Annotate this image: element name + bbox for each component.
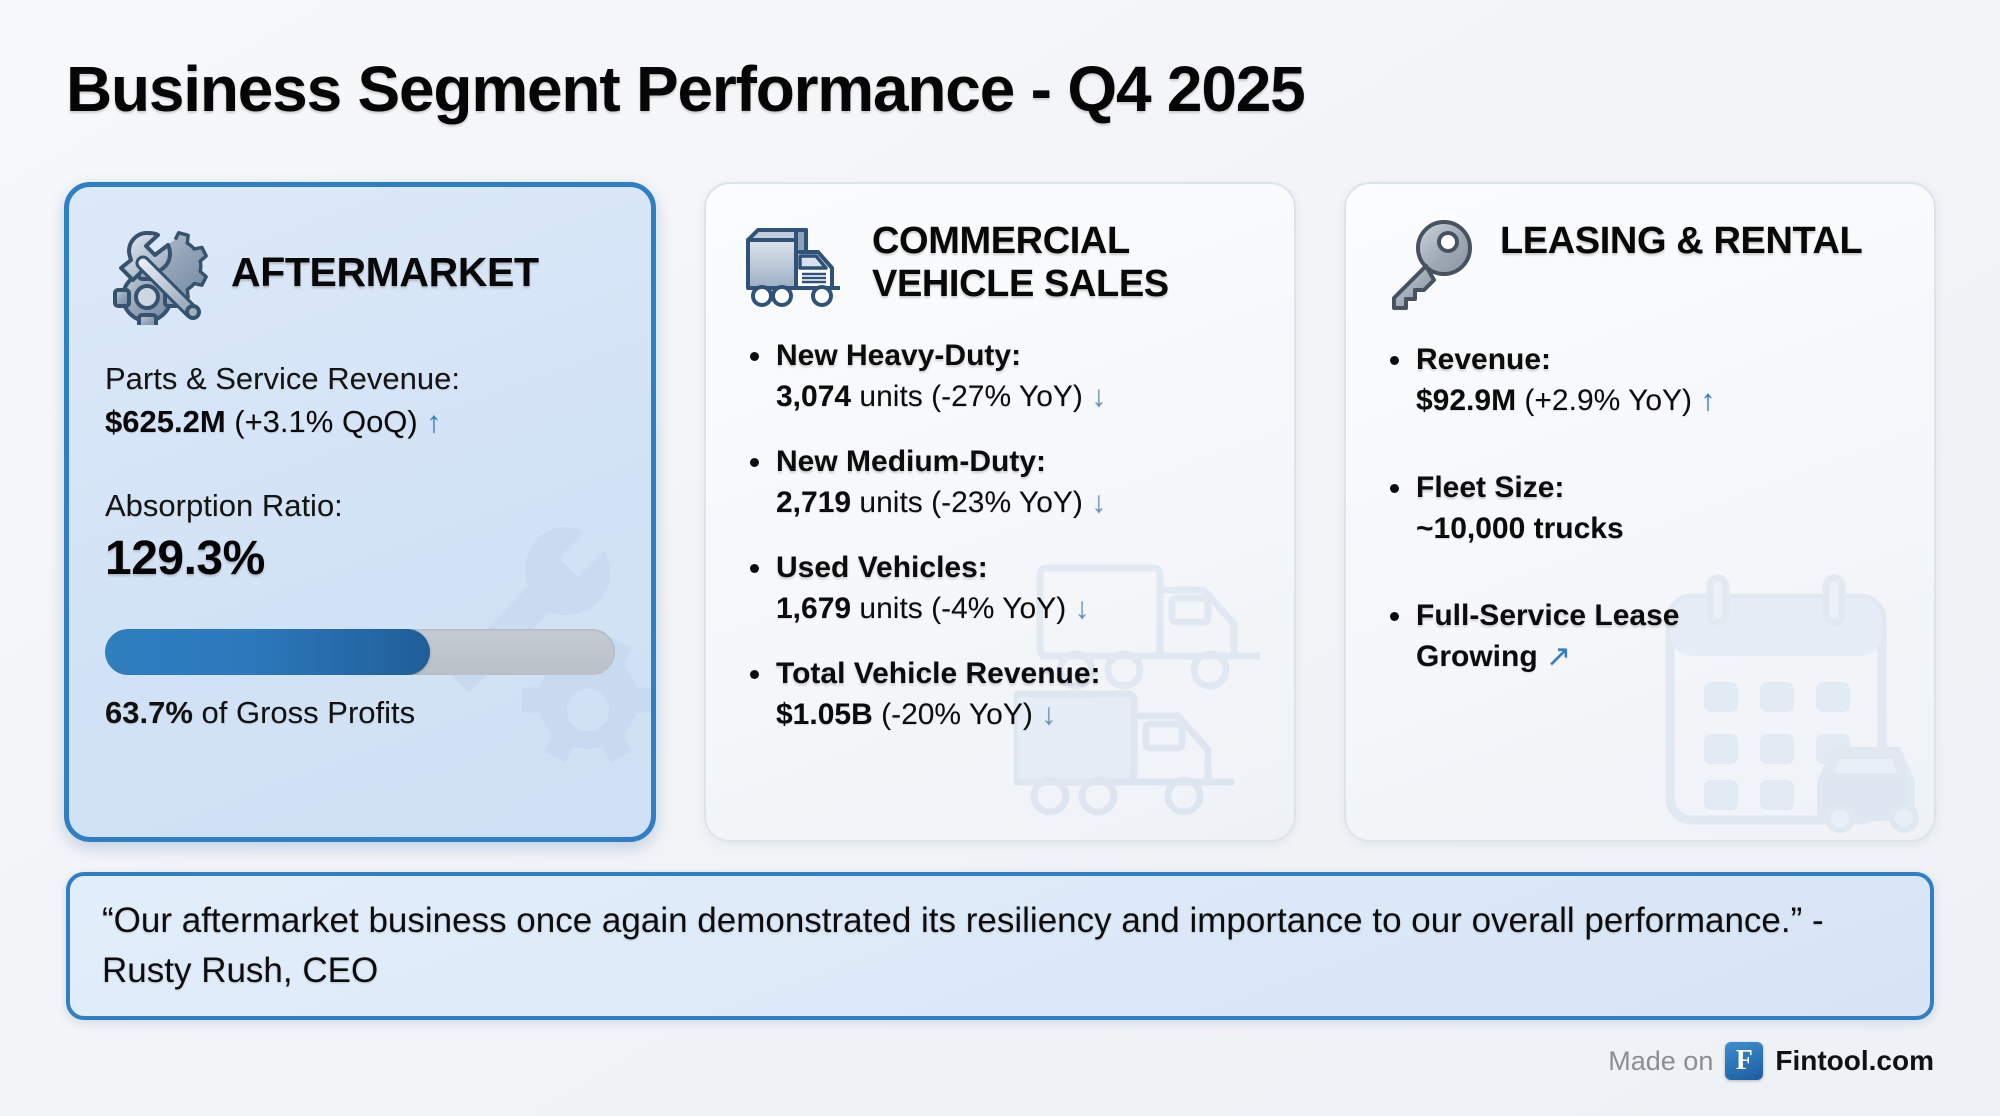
bullet-value: $1.05B (776, 698, 873, 731)
progress-percent: 63.7% (105, 695, 193, 731)
list-item: Revenue: $92.9M (+2.9% YoY) ↑ (1382, 340, 1898, 420)
metric-value: $625.2M (+3.1% QoQ) ↑ (105, 402, 615, 442)
gross-profit-progress: 63.7% of Gross Profits (105, 629, 615, 731)
bullet-detail: 2,719 units (-23% YoY) ↓ (776, 483, 1258, 522)
list-item: Total Vehicle Revenue: $1.05B (-20% YoY)… (742, 654, 1258, 734)
bullet-detail: ~10,000 trucks (1416, 509, 1898, 548)
ceo-quote-banner: “Our aftermarket business once again dem… (66, 872, 1934, 1020)
trending-up-icon: ↗ (1546, 640, 1572, 673)
progress-caption-text: of Gross Profits (192, 695, 416, 731)
segment-cards-row: AFTERMARKET Parts & Service Revenue: $62… (64, 182, 1936, 842)
bullet-term: Used Vehicles: (776, 551, 988, 584)
bullet-change: units (-27% YoY) (851, 380, 1083, 413)
ceo-quote-text: “Our aftermarket business once again dem… (102, 901, 1824, 990)
card-header-commercial-vehicle-sales: COMMERCIAL VEHICLE SALES (742, 218, 1258, 310)
metric-value-change: (+3.1% QoQ) (225, 403, 418, 439)
card-header-aftermarket: AFTERMARKET (105, 221, 615, 331)
bullet-change: units (-4% YoY) (851, 592, 1067, 625)
arrow-down-icon: ↓ (1091, 380, 1107, 413)
bullet-term: Revenue: (1416, 343, 1552, 376)
card-leasing-rental: LEASING & RENTAL Revenue: $92.9M (+2.9% … (1344, 182, 1936, 842)
metric-label: Absorption Ratio: (105, 487, 343, 523)
progress-track (105, 629, 615, 676)
arrow-up-icon: ↑ (426, 405, 442, 439)
metric-big-value: 129.3% (105, 531, 265, 585)
bullet-value: ~10,000 trucks (1416, 512, 1624, 545)
bullet-detail: $1.05B (-20% YoY) ↓ (776, 695, 1258, 734)
card-commercial-vehicle-sales: COMMERCIAL VEHICLE SALES New Heavy-Duty:… (704, 182, 1296, 842)
list-item: Full-Service Lease Growing ↗ (1382, 596, 1898, 676)
list-item: Fleet Size: ~10,000 trucks (1382, 468, 1898, 548)
bullet-change: units (-23% YoY) (851, 486, 1083, 519)
bullet-change: (+2.9% YoY) (1516, 384, 1693, 417)
bullet-value: $92.9M (1416, 384, 1517, 417)
arrow-down-icon: ↓ (1041, 698, 1057, 731)
bullet-value: 3,074 (776, 380, 852, 413)
card-aftermarket: AFTERMARKET Parts & Service Revenue: $62… (64, 182, 656, 842)
wrench-gear-icon (105, 221, 209, 331)
arrow-down-icon: ↓ (1091, 486, 1107, 519)
bullet-list-commercial-vehicle-sales: New Heavy-Duty: 3,074 units (-27% YoY) ↓… (742, 336, 1258, 734)
list-item: New Medium-Duty: 2,719 units (-23% YoY) … (742, 442, 1258, 522)
bullet-list-leasing-rental: Revenue: $92.9M (+2.9% YoY) ↑ Fleet Size… (1382, 340, 1898, 676)
bullet-term: Total Vehicle Revenue: (776, 657, 1101, 690)
fintool-logo-icon: F (1725, 1042, 1764, 1080)
key-icon (1382, 218, 1478, 314)
bullet-term: New Heavy-Duty: (776, 339, 1022, 372)
metric-label: Parts & Service Revenue: (105, 361, 460, 396)
footer-brand-name[interactable]: Fintool.com (1775, 1045, 1934, 1076)
metric-absorption-ratio: Absorption Ratio: 129.3% (105, 486, 615, 587)
bullet-value: 1,679 (776, 592, 852, 625)
list-item: Used Vehicles: 1,679 units (-4% YoY) ↓ (742, 548, 1258, 628)
bullet-term: New Medium-Duty: (776, 445, 1046, 478)
card-title-leasing-rental: LEASING & RENTAL (1500, 220, 1863, 262)
bullet-detail: 1,679 units (-4% YoY) ↓ (776, 589, 1258, 628)
card-title-commercial-vehicle-sales: COMMERCIAL VEHICLE SALES (872, 220, 1169, 305)
bullet-detail: $92.9M (+2.9% YoY) ↑ (1416, 381, 1898, 420)
page-title: Business Segment Performance - Q4 2025 (66, 53, 1306, 125)
arrow-up-icon: ↑ (1700, 384, 1716, 417)
bullet-term: Fleet Size: (1416, 471, 1565, 504)
bullet-term: Full-Service Lease (1416, 599, 1680, 632)
box-truck-icon (742, 218, 850, 310)
progress-caption: 63.7% of Gross Profits (105, 695, 615, 731)
card-header-leasing-rental: LEASING & RENTAL (1382, 218, 1898, 314)
bullet-detail: Growing ↗ (1416, 637, 1898, 676)
metric-parts-service-revenue: Parts & Service Revenue: $625.2M (+3.1% … (105, 359, 615, 442)
footer-made-on-label: Made on (1608, 1045, 1714, 1076)
footer-branding: Made on F Fintool.com (1608, 1042, 1934, 1080)
progress-fill (105, 629, 430, 676)
bullet-value: Growing (1416, 640, 1538, 673)
arrow-down-icon: ↓ (1074, 592, 1090, 625)
bullet-change: (-20% YoY) (872, 698, 1033, 731)
bullet-value: 2,719 (776, 486, 852, 519)
metric-value-number: $625.2M (105, 403, 226, 439)
card-title-aftermarket: AFTERMARKET (231, 249, 539, 296)
bullet-detail: 3,074 units (-27% YoY) ↓ (776, 377, 1258, 416)
list-item: New Heavy-Duty: 3,074 units (-27% YoY) ↓ (742, 336, 1258, 416)
